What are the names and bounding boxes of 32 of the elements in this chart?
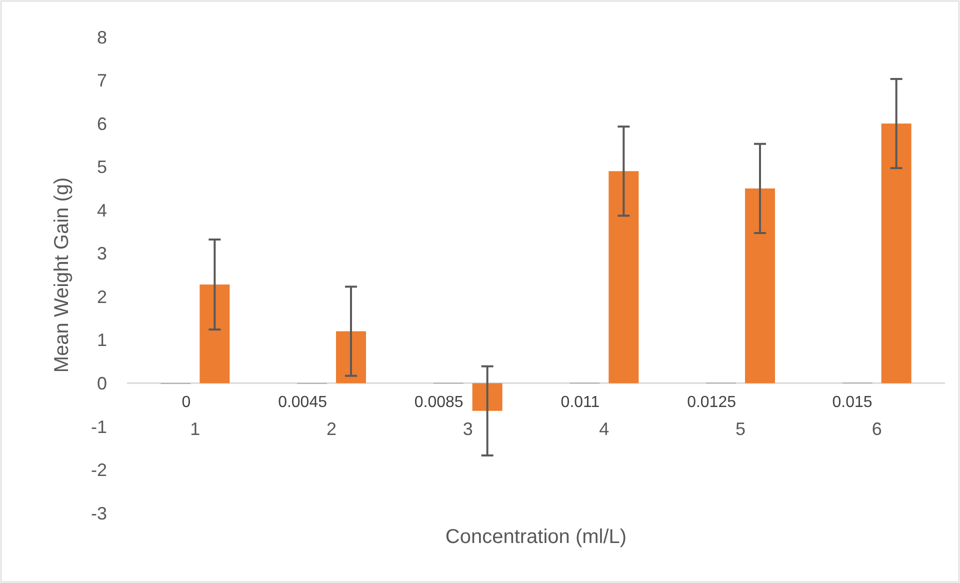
y-tick-label: -2: [90, 460, 107, 480]
x-tick-label: 5: [735, 419, 746, 440]
y-tick-label: 5: [96, 157, 107, 178]
data-label: 0.011: [560, 394, 600, 412]
x-axis-title: Concentration (ml/L): [445, 526, 627, 548]
bar: [472, 383, 502, 411]
y-tick-label: -1: [90, 416, 107, 437]
x-tick-label: 1: [190, 419, 200, 440]
x-tick-label: 6: [872, 419, 882, 440]
y-tick-label: 4: [96, 200, 107, 220]
y-tick-label: 8: [96, 27, 107, 48]
y-tick-label: 0: [96, 373, 107, 394]
y-tick-label: 6: [96, 114, 107, 134]
x-tick-label: 3: [462, 419, 473, 440]
bar: [336, 331, 366, 384]
y-axis-title: Mean Weight Gain (g): [51, 177, 73, 373]
bar: [745, 188, 775, 384]
bar: [608, 171, 639, 384]
data-label: 0.0085: [414, 394, 464, 412]
x-tick-label: 2: [326, 419, 337, 440]
y-tick-label: 3: [96, 244, 107, 264]
y-tick-label: 7: [96, 70, 107, 91]
y-tick-label: 1: [96, 330, 107, 350]
data-label: 0.0045: [278, 394, 328, 412]
y-tick-label: 2: [96, 286, 107, 307]
y-tick-label: -3: [90, 503, 107, 524]
data-label: 0.0125: [687, 394, 736, 412]
x-tick-label: 4: [599, 419, 610, 440]
data-label: 0: [182, 394, 191, 412]
bar: [881, 124, 912, 384]
bar: [200, 284, 230, 384]
data-label: 0.015: [832, 394, 872, 412]
